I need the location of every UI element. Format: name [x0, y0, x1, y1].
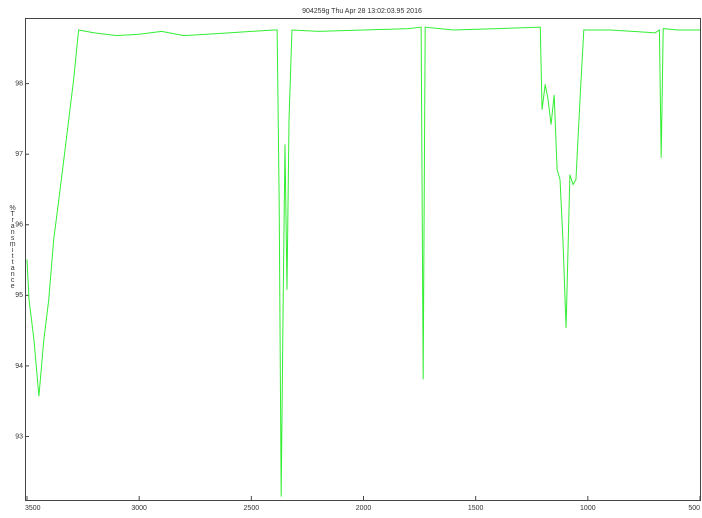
y-tick-label: 95	[15, 292, 23, 299]
plot-frame	[25, 18, 701, 501]
x-tick-label: 3500	[25, 505, 41, 512]
y-axis-label: %Transmittance	[9, 205, 16, 289]
y-tick-label: 98	[15, 80, 23, 87]
x-tick-label: 1500	[468, 505, 484, 512]
y-tick-label: 96	[15, 222, 23, 229]
y-tick-label: 97	[15, 151, 23, 158]
x-tick-label: 2000	[356, 505, 372, 512]
chart-title: 904259g Thu Apr 28 13:02:03.95 2016	[302, 8, 422, 15]
x-tick-label: 1000	[580, 505, 596, 512]
spectrum-line	[26, 26, 700, 497]
x-tick-label: 500	[688, 505, 700, 512]
y-tick-label: 93	[15, 433, 23, 440]
x-tick-label: 2500	[244, 505, 260, 512]
x-tick-label: 3000	[131, 505, 147, 512]
y-tick-label: 94	[15, 363, 23, 370]
